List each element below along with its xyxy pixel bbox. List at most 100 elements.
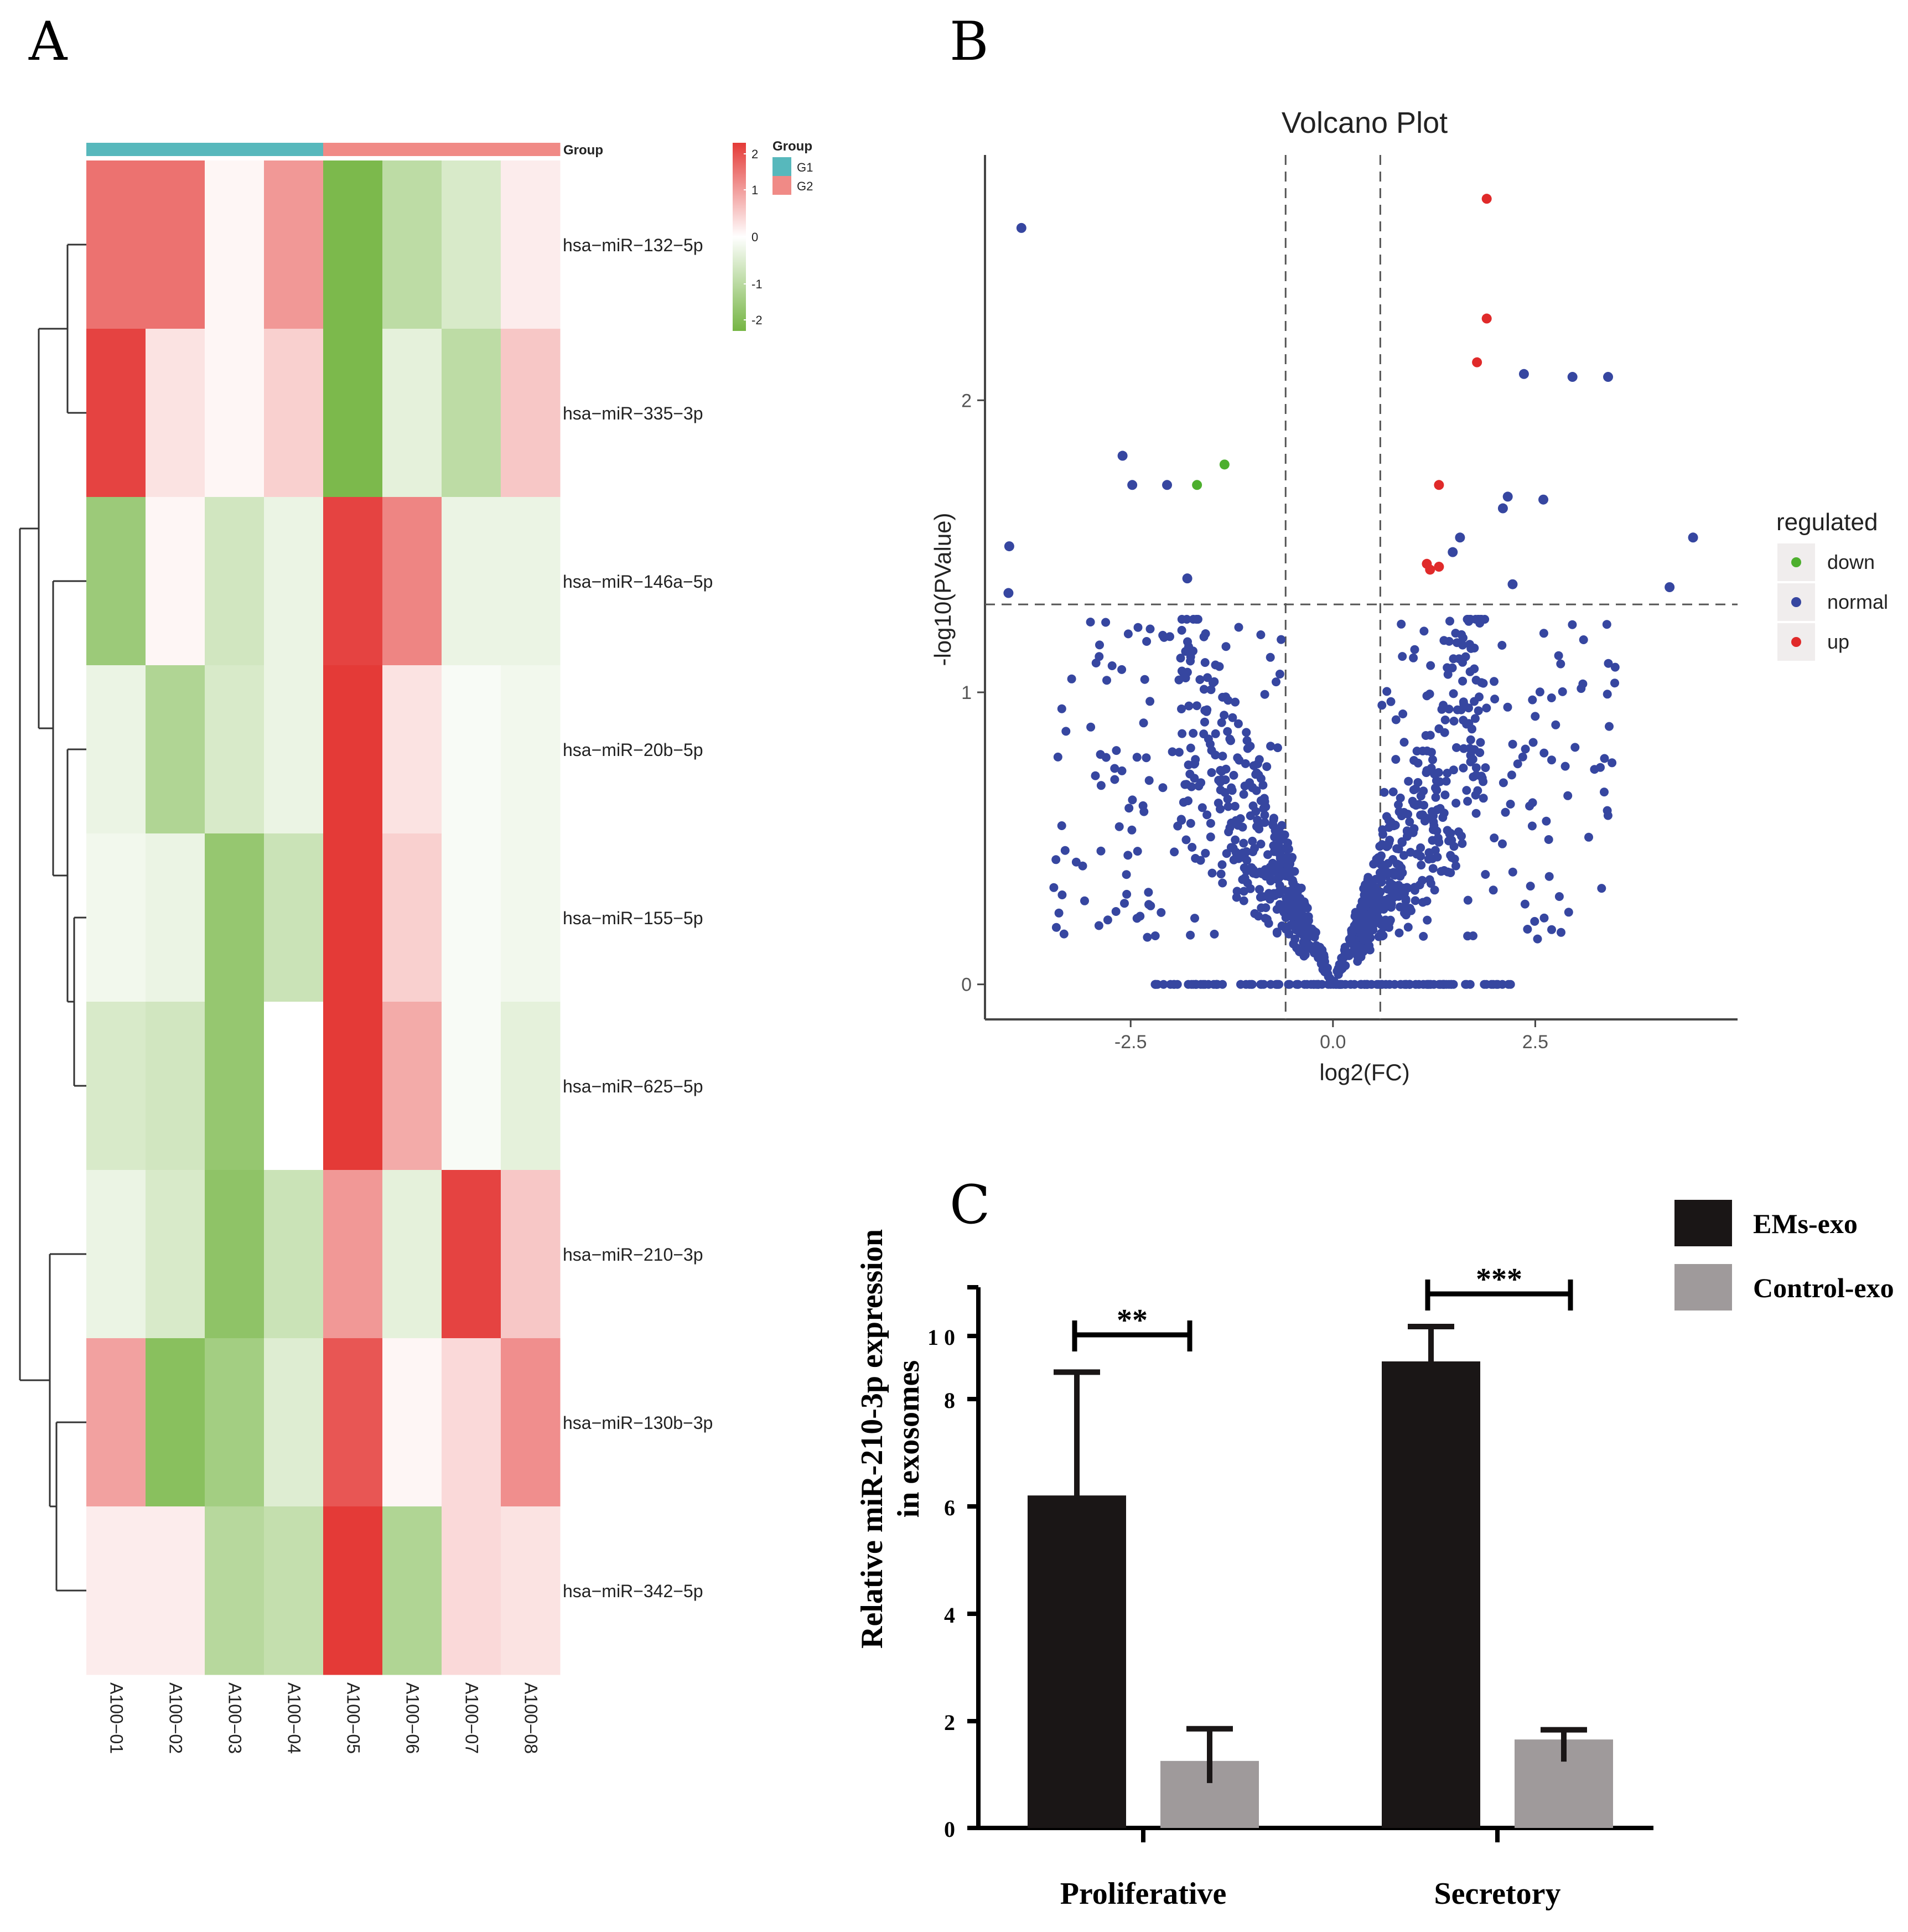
volcano-point [1242, 728, 1251, 737]
volcano-point [1150, 980, 1160, 989]
heatmap-cell [205, 160, 265, 329]
volcano-point [1557, 928, 1565, 937]
volcano-point [1049, 883, 1059, 892]
volcano-point [1528, 738, 1538, 747]
volcano-point [1468, 755, 1477, 764]
volcano-point-normal [1538, 494, 1549, 505]
volcano-point [1221, 642, 1231, 651]
volcano-point [1305, 941, 1314, 950]
volcano-point [1469, 931, 1477, 940]
group-annotation-cell [146, 143, 205, 156]
volcano-point [1091, 771, 1100, 780]
bar-legend-label: EMs-exo [1753, 1208, 1858, 1239]
volcano-point [1507, 770, 1516, 780]
heatmap-cell [146, 329, 205, 498]
volcano-point [1212, 980, 1221, 989]
volcano-point [1539, 913, 1549, 923]
volcano-point [1410, 645, 1419, 654]
volcano-point [1186, 743, 1195, 753]
heatmap-cell [323, 160, 383, 329]
volcano-point [1226, 736, 1235, 745]
volcano-point-down [1219, 459, 1230, 470]
volcano-point [1357, 927, 1366, 936]
heatmap-cell [146, 1002, 205, 1170]
volcano-point [1086, 618, 1095, 626]
volcano-point [1388, 787, 1398, 796]
volcano-point [1608, 758, 1617, 768]
volcano-point [1309, 980, 1319, 989]
volcano-legend-label: up [1827, 630, 1849, 653]
volcano-point [1434, 837, 1444, 847]
heatmap-cells [86, 160, 561, 1675]
volcano-point [1178, 667, 1188, 677]
volcano-point [1123, 851, 1133, 860]
volcano-point [1086, 722, 1096, 732]
volcano-point [1590, 765, 1599, 774]
volcano-point [1184, 796, 1192, 805]
volcano-point [1276, 872, 1285, 881]
volcano-point [1399, 851, 1408, 860]
heatmap-row-label: hsa−miR−132−5p [563, 235, 703, 255]
volcano-point [1377, 701, 1387, 710]
volcano-y-tick-label: 2 [961, 390, 972, 411]
volcano-point [1178, 729, 1187, 738]
volcano-point [1398, 709, 1408, 718]
volcano-point [1424, 848, 1434, 857]
volcano-point [1417, 861, 1426, 870]
bar-legend-swatch [1674, 1200, 1732, 1246]
volcano-point [1458, 839, 1467, 848]
volcano-point [1223, 696, 1233, 705]
volcano-point [1412, 747, 1422, 756]
volcano-point-up [1481, 313, 1492, 324]
volcano-point [1451, 629, 1460, 638]
volcano-point [1442, 776, 1451, 786]
volcano-point [1239, 790, 1248, 799]
volcano-point-normal [1448, 547, 1458, 557]
volcano-point [1128, 795, 1137, 805]
volcano-point [1280, 830, 1289, 840]
volcano-point [1214, 799, 1223, 807]
bar-legend: EMs-exo Control-exo [1674, 1200, 1894, 1311]
volcano-point [1159, 633, 1169, 642]
bar-legend-label: Control-exo [1753, 1272, 1894, 1303]
volcano-point [1462, 980, 1471, 989]
volcano-point [1272, 677, 1280, 687]
volcano-point [1354, 917, 1363, 926]
volcano-title: Volcano Plot [1282, 106, 1448, 139]
volcano-point [1600, 788, 1609, 797]
volcano-point [1189, 729, 1198, 738]
volcano-point [1111, 907, 1121, 916]
volcano-point [1382, 687, 1392, 696]
volcano-point [1060, 846, 1070, 855]
volcano-point [1132, 753, 1142, 762]
volcano-y-tick-label: 1 [961, 682, 972, 703]
volcano-point [1463, 895, 1473, 905]
heatmap-cell [146, 833, 205, 1002]
volcano-point [1554, 651, 1563, 660]
volcano-point [1577, 684, 1586, 693]
heatmap-cell [442, 665, 501, 834]
volcano-point [1482, 980, 1491, 989]
volcano-point [1564, 908, 1573, 917]
heatmap-cell [501, 329, 561, 498]
volcano-point [1190, 914, 1199, 923]
heatmap-cell [382, 329, 442, 498]
volcano-point [1186, 819, 1195, 828]
volcano-legend-label: normal [1827, 591, 1888, 613]
volcano-point [1602, 620, 1611, 629]
volcano-point-up [1434, 562, 1444, 572]
volcano-point [1416, 843, 1425, 852]
volcano-point-down [1192, 480, 1202, 490]
colorbar-tick-label: 1 [751, 183, 758, 197]
volcano-point [1168, 747, 1177, 757]
volcano-point [1127, 825, 1137, 835]
volcano-point [1464, 719, 1474, 728]
heatmap-cell [146, 1338, 205, 1507]
heatmap-cell [323, 1506, 383, 1675]
heatmap-row-label: hsa−miR−210−3p [563, 1245, 703, 1265]
volcano-point [1248, 836, 1257, 846]
bar-x-tick-label: Secretory [1434, 1877, 1560, 1911]
volcano-point [1451, 861, 1460, 871]
volcano-point [1422, 897, 1432, 906]
